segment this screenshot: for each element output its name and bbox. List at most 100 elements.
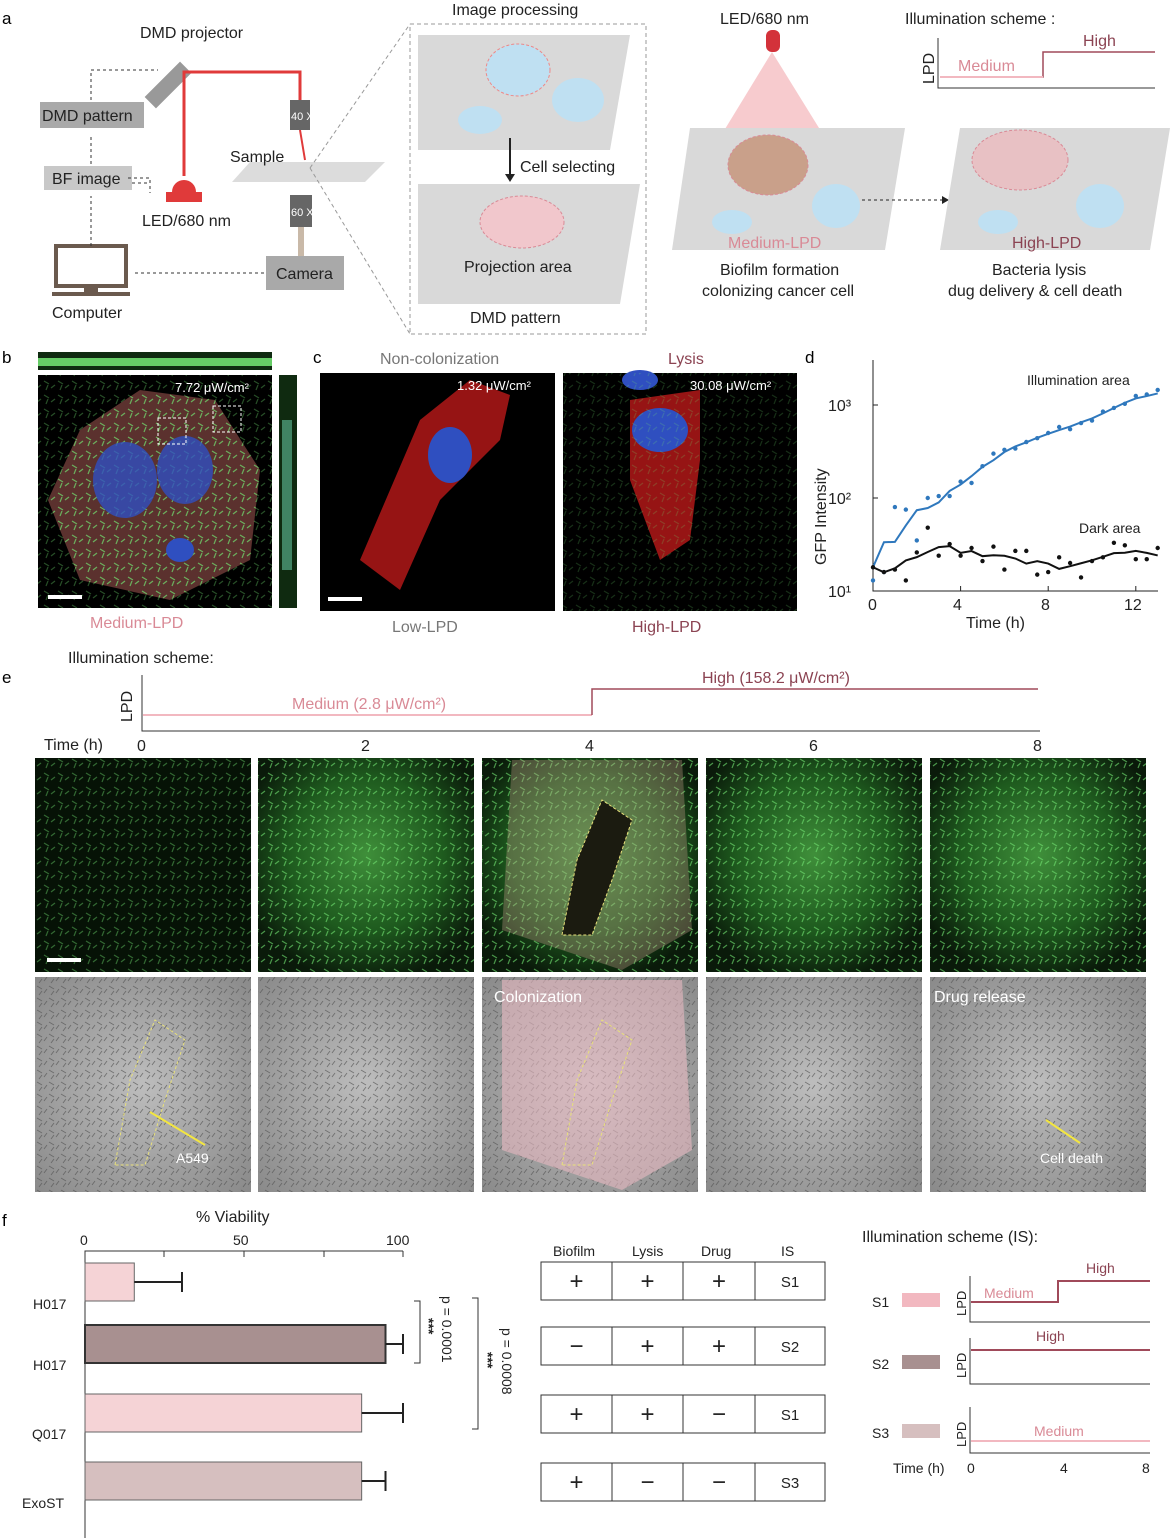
data-point [1155, 545, 1160, 551]
panel-label-f: f [2, 1211, 7, 1230]
x-tick-label: 0 [868, 597, 877, 614]
data-point [1024, 548, 1029, 554]
colonization-label: Colonization [494, 989, 582, 1006]
is-swatch [902, 1293, 940, 1307]
e-time-tick: 8 [1033, 738, 1042, 755]
dmd-mirror [144, 61, 192, 109]
data-point [1002, 567, 1007, 572]
f-category-label: H017 [33, 1357, 67, 1373]
table-header: IS [781, 1243, 794, 1259]
data-point [925, 495, 930, 501]
f-sig-stars: *** [480, 1352, 496, 1369]
x-tick-label: 8 [1041, 597, 1050, 614]
light-path [182, 70, 302, 176]
fit-line-dark [872, 545, 1158, 574]
bar [84, 1461, 363, 1501]
e-high-label: High (158.2 μW/cm²) [702, 670, 850, 687]
error-bar [134, 1272, 183, 1292]
scale-bar-b [48, 595, 82, 599]
data-point [881, 569, 887, 575]
caption-right-2: dug delivery & cell death [948, 283, 1122, 300]
y-tick-label: 10¹ [828, 584, 851, 601]
data-point [1078, 420, 1084, 426]
is-s2-high: High [1036, 1328, 1065, 1344]
camera-box [266, 256, 344, 290]
series-label-illumination: Illumination area [1027, 372, 1130, 388]
panel-label-a: a [2, 9, 12, 28]
data-point [991, 451, 996, 456]
data-point [892, 567, 898, 572]
data-point [1067, 426, 1073, 432]
f-p-value: p = 0.0001 [439, 1296, 455, 1363]
scale-bar-e [47, 958, 81, 962]
e-time-tick: 0 [137, 738, 146, 755]
panel-c-right-caption: High-LPD [632, 619, 701, 636]
objective-60x [290, 195, 312, 227]
f-x-tick-label: 0 [80, 1232, 88, 1248]
x-axis-label: Time (h) [966, 615, 1025, 632]
data-point [1100, 555, 1106, 560]
is-label: S2 [872, 1356, 889, 1372]
table-cell: S2 [781, 1339, 799, 1356]
is-swatch [902, 1355, 940, 1369]
table-row: + + − S1 [540, 1394, 826, 1434]
image-processing-label: Image processing [452, 2, 578, 19]
led-top-icon [766, 30, 780, 52]
led-icon [172, 180, 196, 192]
data-point [1089, 418, 1095, 423]
dmd-projector-label: DMD projector [140, 25, 244, 42]
panel-label-e: e [2, 668, 11, 687]
data-point [1144, 556, 1149, 562]
error-bar [385, 1334, 404, 1354]
error-bar [361, 1403, 404, 1423]
data-point [1002, 447, 1007, 452]
f-p-value: p = 0.0008 [499, 1328, 515, 1395]
data-point [1056, 555, 1062, 560]
f-x-axis-label: % Viability [196, 1209, 270, 1226]
data-point [1046, 569, 1051, 575]
is-tick: 4 [1060, 1460, 1068, 1476]
data-point [1078, 575, 1084, 580]
data-point [1100, 409, 1106, 414]
sample-plane [232, 162, 385, 182]
panel-b-caption: Medium-LPD [90, 615, 183, 632]
data-point [936, 493, 941, 499]
bar [84, 1393, 363, 1433]
data-point [1056, 424, 1062, 430]
is-lpd: LPD [954, 1353, 969, 1378]
a549-label: A549 [176, 1150, 209, 1166]
data-point [914, 550, 919, 555]
data-point [969, 480, 974, 486]
setup-schematic: DMD projector DMD pattern BF image Compu… [40, 2, 1170, 335]
data-point [1046, 430, 1051, 436]
drug-release-label: Drug release [934, 989, 1026, 1006]
data-point [1024, 439, 1029, 445]
panel-b-intensity: 7.72 μW/cm² [175, 380, 250, 395]
data-point [958, 553, 963, 558]
y-axis-label: GFP Intensity [813, 468, 830, 565]
panel-label-b: b [2, 348, 11, 367]
is-lpd: LPD [954, 1291, 969, 1316]
is-label: S3 [872, 1425, 889, 1441]
gfp-intensity-chart: 10¹ 10² 10³ 0 4 8 12 Time (h) GFP Intens… [813, 360, 1160, 632]
is-s1-medium: Medium [984, 1285, 1034, 1301]
table-cell: S1 [781, 1407, 799, 1424]
panel-c-right-title: Lysis [668, 351, 704, 368]
f-category-label: Q017 [32, 1426, 66, 1442]
table-row: + + + S1 [540, 1261, 826, 1301]
is-label: S1 [872, 1294, 889, 1310]
panel-b-image: 7.72 μW/cm² [38, 352, 297, 608]
data-point [1144, 392, 1149, 397]
error-bar [361, 1471, 387, 1491]
computer-icon [54, 244, 128, 288]
table-cell: + [712, 1333, 726, 1360]
projection-area-label: Projection area [464, 259, 572, 276]
data-point [1133, 393, 1139, 399]
is-time-label: Time (h) [893, 1460, 945, 1476]
e-time-label: Time (h) [44, 737, 103, 754]
sample-label: Sample [230, 149, 284, 166]
is-tick: 0 [967, 1460, 975, 1476]
panel-label-c: c [313, 348, 322, 367]
table-cell: + [569, 1469, 583, 1496]
is-swatch [902, 1424, 940, 1438]
